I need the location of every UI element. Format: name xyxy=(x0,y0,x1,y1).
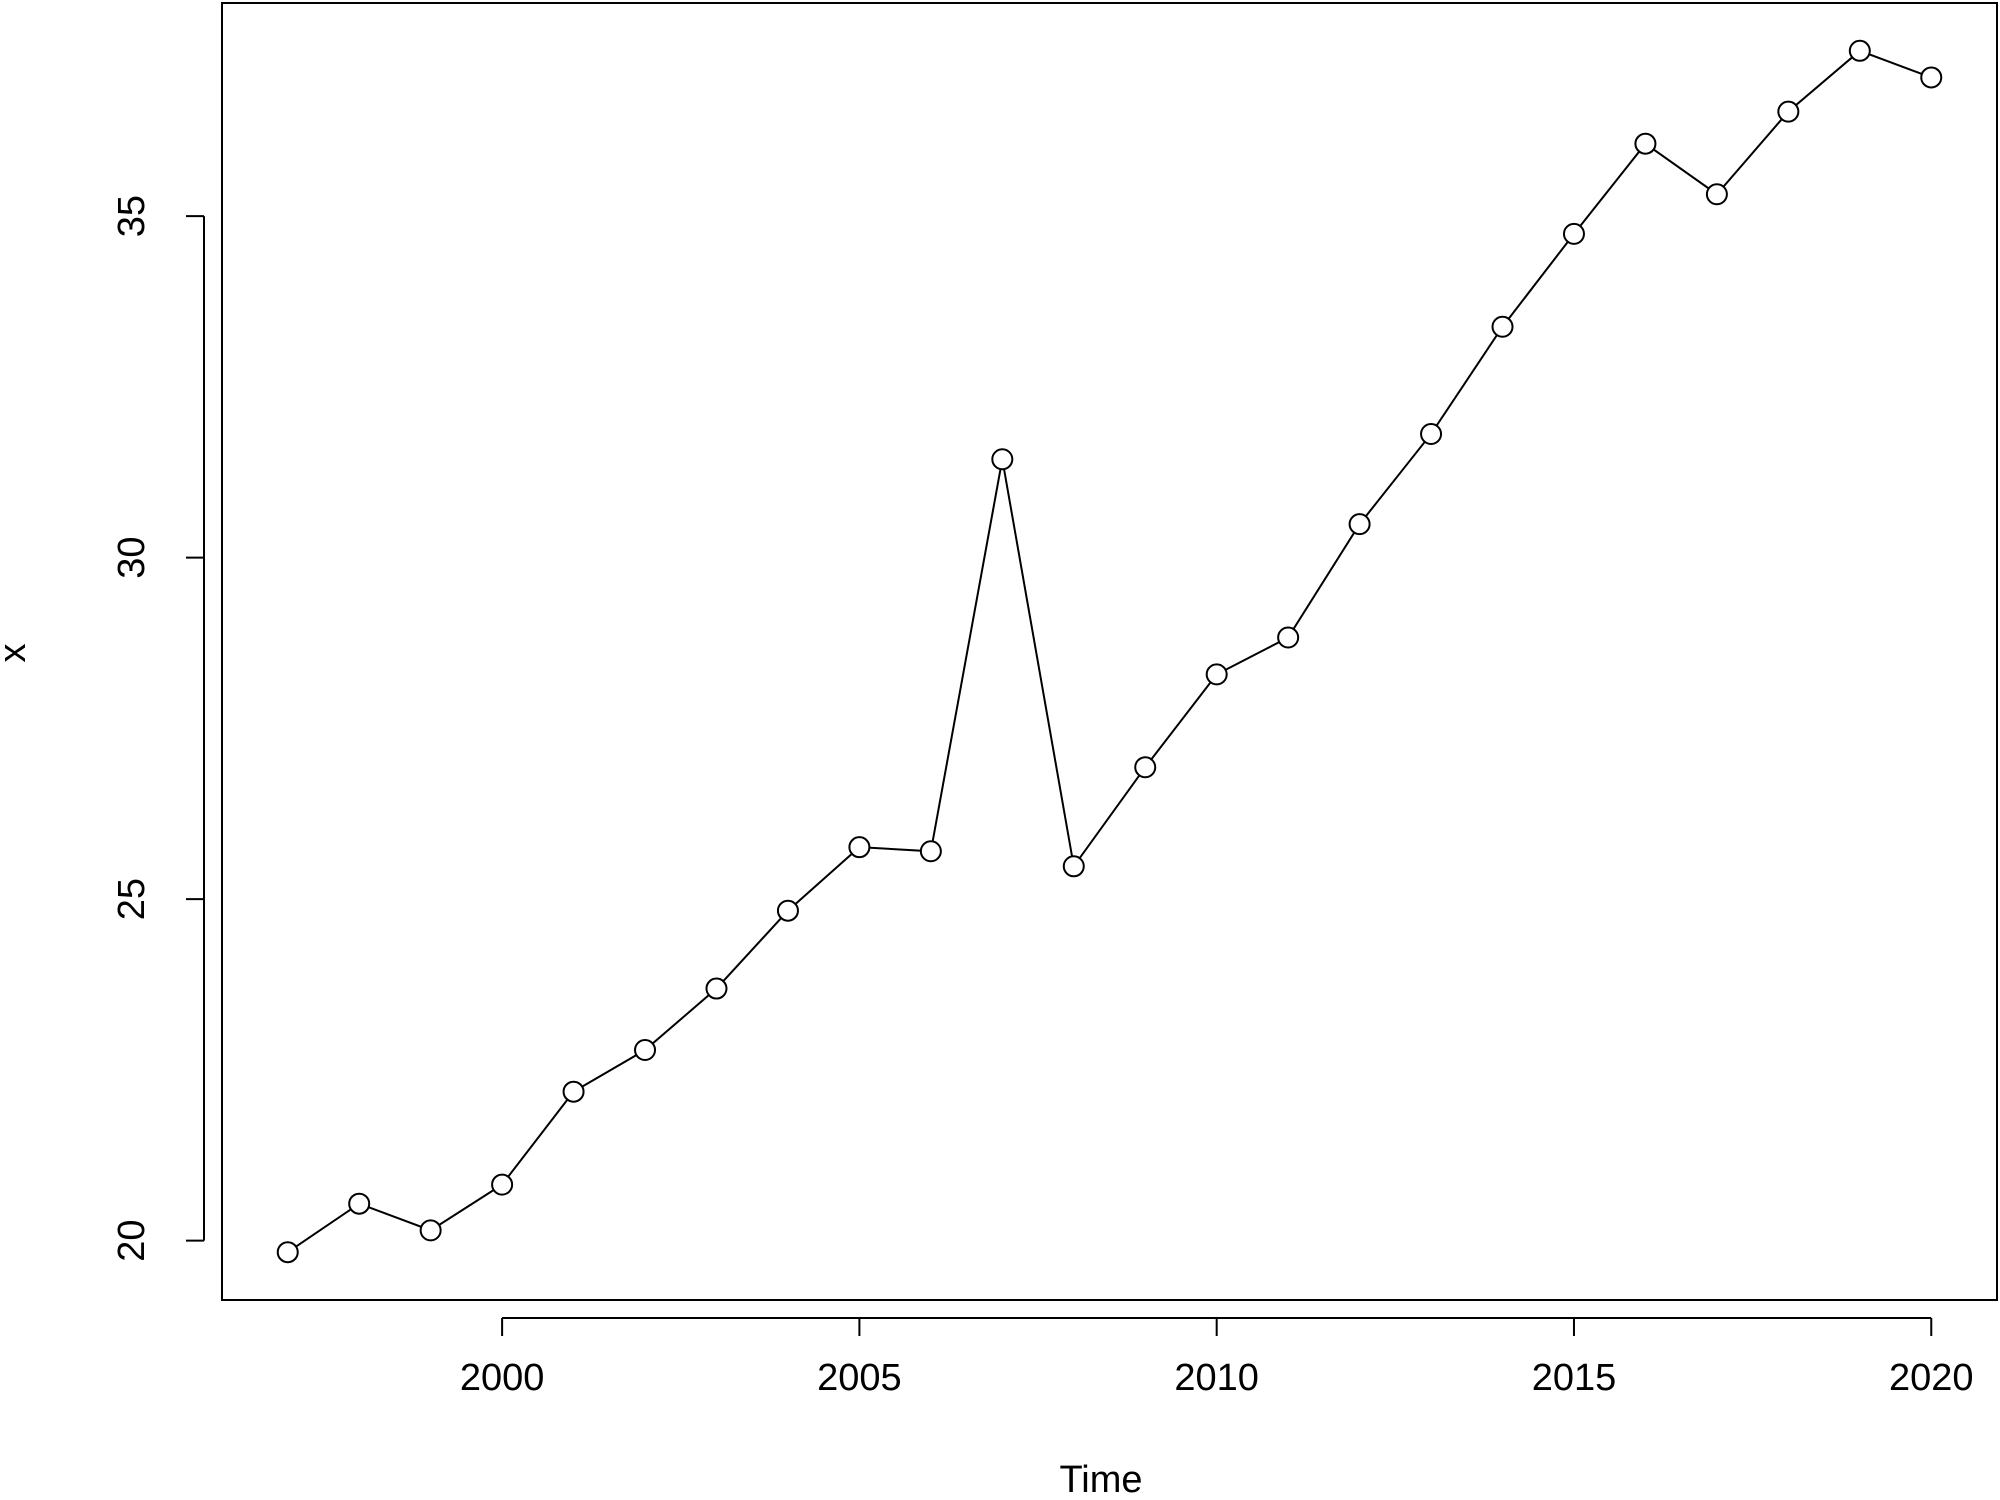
data-point xyxy=(848,836,871,859)
plot-box xyxy=(221,2,1998,1301)
x-tick-label: 2020 xyxy=(1889,1357,1974,1399)
y-axis-label: x xyxy=(0,644,34,663)
x-tick-label: 2005 xyxy=(817,1357,902,1399)
data-point xyxy=(1705,183,1728,206)
data-point xyxy=(776,899,799,922)
data-point xyxy=(1348,513,1371,536)
y-tick-label: 30 xyxy=(111,536,153,578)
y-tick-label: 35 xyxy=(111,195,153,237)
data-point xyxy=(1848,39,1871,62)
x-tick-label: 2015 xyxy=(1532,1357,1617,1399)
data-point xyxy=(1634,132,1657,155)
data-point xyxy=(1920,66,1943,89)
data-point xyxy=(1062,855,1085,878)
data-point xyxy=(919,840,942,863)
data-point xyxy=(1134,756,1157,779)
data-point xyxy=(1420,422,1443,445)
data-point xyxy=(276,1241,299,1264)
data-line xyxy=(287,49,1932,1254)
x-tick-label: 2010 xyxy=(1174,1357,1259,1399)
x-tick-label: 2000 xyxy=(460,1357,545,1399)
data-point xyxy=(1562,222,1585,245)
data-point xyxy=(562,1080,585,1103)
data-point xyxy=(705,977,728,1000)
data-point xyxy=(1491,315,1514,338)
data-point xyxy=(348,1192,371,1215)
data-point xyxy=(419,1219,442,1242)
data-point xyxy=(1277,626,1300,649)
data-point xyxy=(1777,100,1800,123)
data-point xyxy=(1205,663,1228,686)
data-point xyxy=(491,1173,514,1196)
y-tick-label: 20 xyxy=(111,1219,153,1261)
data-point xyxy=(991,448,1014,471)
y-tick-label: 25 xyxy=(111,878,153,920)
x-axis-label: Time xyxy=(1059,1459,1142,1500)
data-point xyxy=(634,1039,657,1062)
